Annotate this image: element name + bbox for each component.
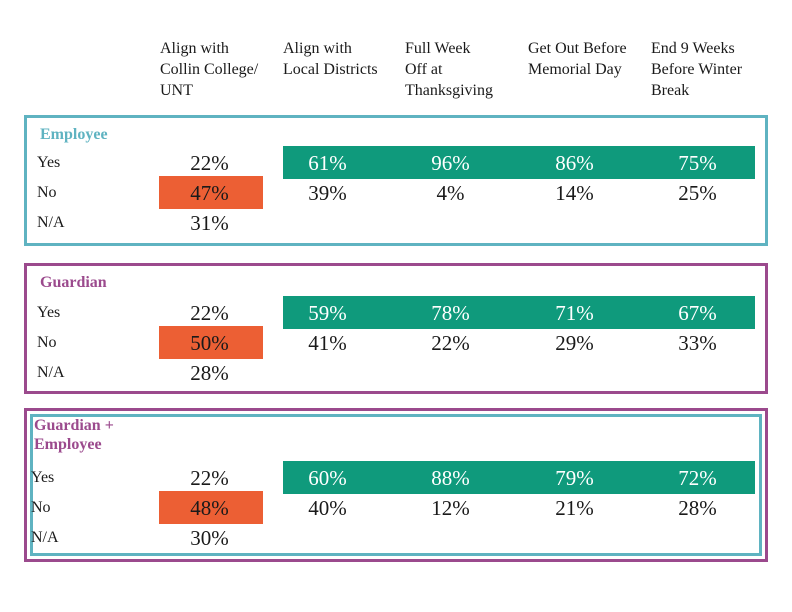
no-value: 47% <box>190 181 229 205</box>
group-inner-border <box>30 414 762 556</box>
column-header-line: Before Winter <box>651 61 743 78</box>
yes-highlight-bar <box>283 146 755 179</box>
row-label: N/A <box>31 529 59 546</box>
na-value: 28% <box>190 361 229 385</box>
no-value: 33% <box>678 331 717 355</box>
group-title: Guardian + Employee <box>34 416 194 454</box>
group-title-line: Employee <box>40 126 108 143</box>
row-label: Yes <box>31 469 55 486</box>
row-label: N/A <box>37 364 65 381</box>
no-value: 28% <box>678 496 717 520</box>
no-value: 21% <box>555 496 594 520</box>
group-box: Employee Yes No N/A 22% 61% 96% 86% 75% 47% 39% 4% 1… <box>24 115 768 246</box>
yes-value: 61% <box>308 151 347 175</box>
group-title: Guardian <box>40 273 107 292</box>
column-header: Align with Collin College/UNT <box>160 38 280 101</box>
group-box: Guardian Yes No N/A 22% 59% 78% 71% 67% 50% 41% 22%… <box>24 263 768 394</box>
yes-value: 96% <box>431 151 470 175</box>
row-label: Yes <box>37 154 61 171</box>
yes-value: 86% <box>555 151 594 175</box>
no-value: 41% <box>308 331 347 355</box>
yes-value: 79% <box>555 466 594 490</box>
group-title-line: Guardian <box>40 274 107 291</box>
yes-value: 88% <box>431 466 470 490</box>
no-value: 29% <box>555 331 594 355</box>
no-value: 12% <box>431 496 470 520</box>
yes-value: 72% <box>678 466 717 490</box>
column-header-line: Thanksgiving <box>405 82 493 99</box>
yes-value: 71% <box>555 301 594 325</box>
no-value: 22% <box>431 331 470 355</box>
column-header-line: End 9 Weeks <box>651 40 735 57</box>
no-value: 40% <box>308 496 347 520</box>
column-header-line: Memorial Day <box>528 61 622 78</box>
yes-value: 59% <box>308 301 347 325</box>
group-box: Guardian + Employee Yes No N/A 22% 60% 88% 79% 72… <box>24 408 768 562</box>
no-highlight-box <box>159 326 263 359</box>
column-header-line: UNT <box>160 82 193 99</box>
no-value: 48% <box>190 496 229 520</box>
yes-highlight-bar <box>283 296 755 329</box>
yes-value: 22% <box>190 466 229 490</box>
column-header-line: Local Districts <box>283 61 378 78</box>
no-highlight-box <box>159 176 263 209</box>
column-header-line: Align with <box>160 40 229 57</box>
row-label: No <box>31 499 51 516</box>
column-header-line: Off at <box>405 61 443 78</box>
row-label: Yes <box>37 304 61 321</box>
yes-value: 22% <box>190 301 229 325</box>
row-label: N/A <box>37 214 65 231</box>
yes-value: 78% <box>431 301 470 325</box>
column-header-line: Break <box>651 82 690 99</box>
row-label: No <box>37 184 57 201</box>
no-value: 4% <box>436 181 465 205</box>
yes-value: 22% <box>190 151 229 175</box>
column-header-line: Align with <box>283 40 352 57</box>
no-value: 14% <box>555 181 594 205</box>
no-value: 25% <box>678 181 717 205</box>
group-title-line: Employee <box>34 436 102 453</box>
yes-highlight-bar <box>283 461 755 494</box>
yes-value: 75% <box>678 151 717 175</box>
column-header: End 9 Weeks Before Winter Break <box>651 38 771 101</box>
na-value: 31% <box>190 211 229 235</box>
column-header: Full Week Off at Thanksgiving <box>405 38 525 101</box>
yes-value: 67% <box>678 301 717 325</box>
column-header-line: Collin College/ <box>160 61 259 78</box>
yes-value: 60% <box>308 466 347 490</box>
group-title-line: Guardian + <box>34 417 114 434</box>
column-header: Get Out Before Memorial Day <box>528 38 648 80</box>
column-header-line: Full Week <box>405 40 471 57</box>
na-value: 30% <box>190 526 229 550</box>
no-value: 50% <box>190 331 229 355</box>
row-label: No <box>37 334 57 351</box>
group-title: Employee <box>40 125 108 144</box>
no-value: 39% <box>308 181 347 205</box>
column-header-line: Get Out Before <box>528 40 627 57</box>
no-highlight-box <box>159 491 263 524</box>
column-header: Align with Local Districts <box>283 38 403 80</box>
